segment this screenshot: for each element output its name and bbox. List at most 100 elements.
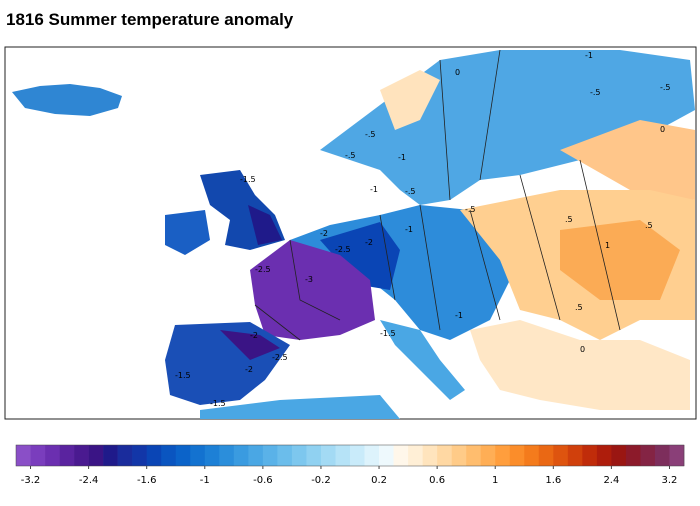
colorbar-swatch xyxy=(146,445,162,466)
colorbar-swatch xyxy=(103,445,118,466)
colorbar-outline xyxy=(15,444,685,467)
colorbar-swatch xyxy=(466,445,481,466)
contour-label: -2 xyxy=(245,365,253,374)
colorbar-swatch xyxy=(233,445,249,466)
land xyxy=(380,320,465,400)
colorbar-tick-label: 1.6 xyxy=(545,475,561,486)
contour-label: -1.5 xyxy=(210,399,226,408)
colorbar-tick-label: -2.4 xyxy=(79,475,99,486)
colorbar-swatch xyxy=(30,445,46,466)
land xyxy=(470,320,690,410)
land xyxy=(250,240,375,340)
colorbar-swatch xyxy=(364,445,380,466)
colorbar-tick-label: 3.2 xyxy=(662,475,678,486)
colorbar-swatch xyxy=(161,445,177,466)
colorbar-tick-label: 1 xyxy=(492,475,498,486)
contour-label: -1.5 xyxy=(175,371,191,380)
colorbar: -3.2 -2.4 -1.6 -1 -0.6 -0.2 0.2 0.6 1 1.6 2.4 3.2 xyxy=(15,444,685,486)
title: 1816 Summer temperature anomaly xyxy=(6,10,294,29)
contour-label: -2 xyxy=(250,331,258,340)
land xyxy=(248,205,282,245)
colorbar-swatch xyxy=(132,445,147,466)
contour-label: 0 xyxy=(455,68,460,77)
contour-label: -1.5 xyxy=(380,329,396,338)
land xyxy=(560,220,680,300)
colorbar-swatch xyxy=(190,445,206,466)
contour-label: -.5 xyxy=(660,83,671,92)
contour-label: -2 xyxy=(320,229,328,238)
contour-label: -2.5 xyxy=(272,353,288,362)
colorbar-swatch xyxy=(219,445,235,466)
colorbar-swatch xyxy=(480,445,496,466)
contour-label: -1.5 xyxy=(240,175,256,184)
contour-label: -2.5 xyxy=(335,245,351,254)
colorbar-swatch xyxy=(596,445,612,466)
colorbar-swatch xyxy=(248,445,264,466)
colorbar-tick-label: 0.6 xyxy=(429,475,445,486)
land xyxy=(165,210,210,255)
land xyxy=(380,70,440,130)
border xyxy=(254,49,621,341)
colorbar-swatch xyxy=(16,445,31,466)
colorbar-tick-label: -0.6 xyxy=(253,475,273,486)
colorbar-swatch xyxy=(437,445,452,466)
colorbar-swatch xyxy=(291,445,307,466)
land xyxy=(320,222,400,290)
colorbar-tick-label: 2.4 xyxy=(603,475,619,486)
colorbar-swatch xyxy=(59,445,75,466)
contour-label: 0 xyxy=(660,125,665,134)
contour-label: -2.5 xyxy=(255,265,271,274)
land xyxy=(220,330,280,360)
contour-label: -1 xyxy=(585,51,593,60)
colorbar-swatch xyxy=(524,445,540,466)
colorbar-swatch xyxy=(379,445,394,466)
colorbar-swatch xyxy=(262,445,278,466)
colorbar-swatch xyxy=(320,445,336,466)
land xyxy=(200,395,400,419)
contour-label: -1 xyxy=(455,311,463,320)
colorbar-swatch xyxy=(495,445,511,466)
contour-label: -3 xyxy=(305,275,313,284)
contour-label: .5 xyxy=(645,221,653,230)
colorbar-swatch xyxy=(306,445,322,466)
colorbar-swatch xyxy=(582,445,598,466)
colorbar-swatch xyxy=(422,445,438,466)
colorbar-swatch xyxy=(640,445,656,466)
colorbar-swatch xyxy=(538,445,554,466)
colorbar-swatch xyxy=(451,445,467,466)
contour-label: 1 xyxy=(605,241,610,250)
colorbar-swatch xyxy=(350,445,365,466)
contour-label: -1 xyxy=(398,153,406,162)
colorbar-swatch xyxy=(204,445,220,466)
colorbar-swatch xyxy=(669,445,685,466)
land xyxy=(560,120,695,200)
contour-label: -2 xyxy=(365,238,373,247)
contour-label: -.5 xyxy=(590,88,601,97)
colorbar-swatch xyxy=(654,445,670,466)
map: 0 -1 -.5 -.5 -.5 -1 -.5 0 -1.5 -1 -.5 -.… xyxy=(4,46,697,420)
colorbar-swatch xyxy=(277,445,293,466)
colorbar-tick-label: -0.2 xyxy=(311,475,331,486)
colorbar-swatch xyxy=(74,445,89,466)
contour-label: .5 xyxy=(565,215,573,224)
colorbar-swatch xyxy=(88,445,104,466)
colorbar-swatch xyxy=(45,445,60,466)
colorbar-swatch xyxy=(175,445,191,466)
contour-label: 0 xyxy=(580,345,585,354)
colorbar-swatch xyxy=(509,445,525,466)
colorbar-swatch xyxy=(117,445,133,466)
colorbar-tick-label: 0.2 xyxy=(371,475,387,486)
colorbar-swatch xyxy=(611,445,627,466)
colorbar-swatch xyxy=(335,445,351,466)
colorbar-swatch xyxy=(553,445,569,466)
contour-label: -.5 xyxy=(465,205,476,214)
land xyxy=(12,84,122,116)
colorbar-tick-label: -1.6 xyxy=(137,475,157,486)
contour-label: -.5 xyxy=(345,151,356,160)
contour-label: -.5 xyxy=(405,187,416,196)
colorbar-tick-label: -1 xyxy=(200,475,210,486)
colorbar-swatch xyxy=(567,445,583,466)
contour-label: -.5 xyxy=(365,130,376,139)
contour-label: -1 xyxy=(370,185,378,194)
